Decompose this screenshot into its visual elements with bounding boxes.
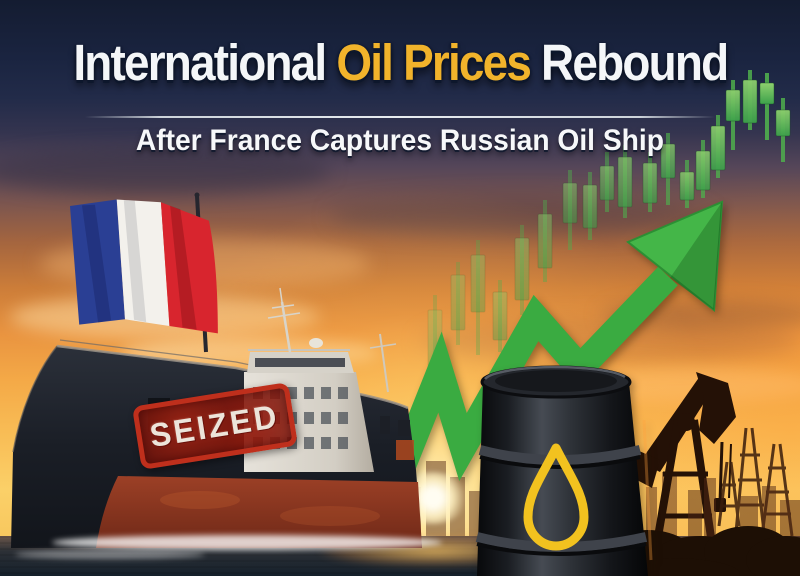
oil-drop-icon	[523, 443, 589, 551]
subtitle-text: After France Captures Russian Oil Ship	[135, 124, 665, 157]
cloud	[10, 295, 320, 339]
sun	[398, 472, 468, 524]
seized-stamp-label: SEIZED	[147, 397, 283, 454]
oil-derricks	[717, 427, 794, 537]
seized-stamp: SEIZED	[131, 382, 299, 470]
headline: International Oil Prices Rebound	[0, 36, 800, 90]
title-part-left: International	[73, 34, 336, 91]
title-highlight: Oil Prices	[335, 34, 532, 91]
cloud	[120, 338, 380, 368]
wave-foam	[15, 550, 205, 559]
cloud	[330, 196, 710, 236]
title-part-right: Rebound	[529, 34, 729, 91]
subtitle: After France Captures Russian Oil Ship	[0, 124, 800, 158]
cloud	[560, 368, 800, 402]
page-title: International Oil Prices Rebound	[73, 34, 729, 91]
wave-foam	[52, 535, 442, 550]
title-divider	[85, 116, 715, 118]
cloud	[40, 238, 370, 290]
